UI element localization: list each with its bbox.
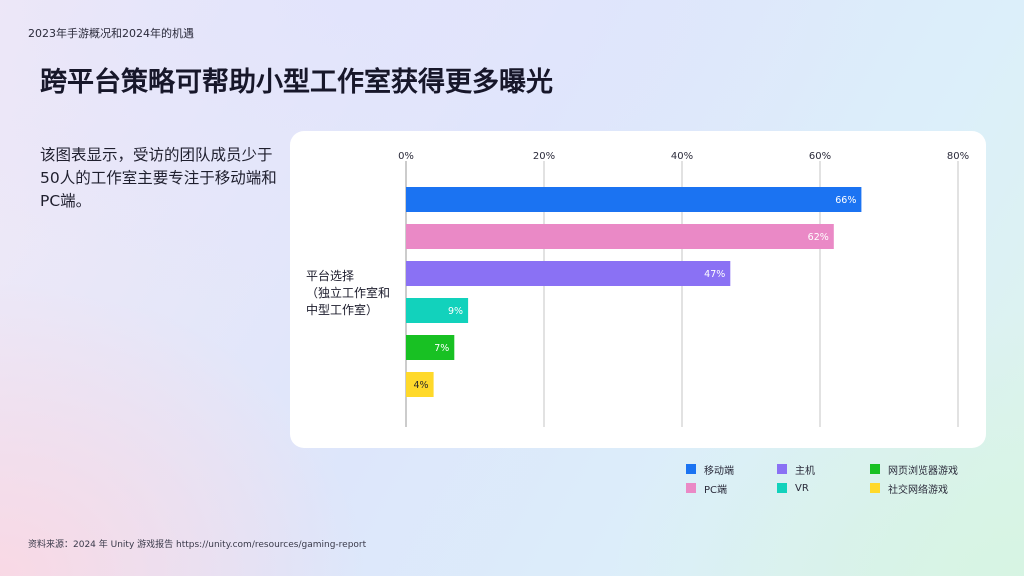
legend-label: 移动端 bbox=[704, 465, 734, 477]
legend-swatch bbox=[686, 483, 696, 493]
legend-item: 社交网络游戏 bbox=[870, 481, 948, 496]
bar-value-label: 7% bbox=[434, 343, 449, 354]
category-label: 平台选择 （独立工作室和 中型工作室） bbox=[306, 268, 390, 319]
legend-label: 主机 bbox=[795, 465, 815, 477]
legend-swatch bbox=[686, 464, 696, 474]
page-title: 跨平台策略可帮助小型工作室获得更多曝光 bbox=[40, 67, 553, 98]
bar-value-label: 66% bbox=[835, 195, 856, 206]
bar bbox=[406, 224, 834, 249]
x-tick-label: 60% bbox=[809, 151, 831, 162]
legend-item: 移动端 bbox=[686, 462, 734, 477]
legend-swatch bbox=[870, 483, 880, 493]
chart-legend: 移动端 主机 网页浏览器游戏 PC端 VR 社交网络游戏 bbox=[686, 462, 986, 498]
legend-swatch bbox=[777, 464, 787, 474]
legend-label: VR bbox=[795, 482, 809, 494]
legend-label: 网页浏览器游戏 bbox=[888, 465, 958, 477]
bar-value-label: 47% bbox=[704, 269, 725, 280]
x-tick-label: 0% bbox=[398, 151, 414, 162]
legend-label: 社交网络游戏 bbox=[888, 484, 948, 496]
chart-card: 0% 20% 40% 60% 80% 66% 62% 47% 9% 7% 4% 平台选择 （独立工作… bbox=[290, 131, 986, 448]
legend-swatch bbox=[870, 464, 880, 474]
legend-item: 网页浏览器游戏 bbox=[870, 462, 958, 477]
bar bbox=[406, 261, 731, 286]
x-tick-label: 40% bbox=[671, 151, 693, 162]
legend-label: PC端 bbox=[704, 484, 728, 496]
bar-value-label: 9% bbox=[448, 306, 463, 317]
bar bbox=[406, 298, 469, 323]
bar-value-label: 62% bbox=[808, 232, 829, 243]
bar bbox=[406, 187, 862, 212]
chart-description: 该图表显示，受访的团队成员少于50人的工作室主要专注于移动端和PC端。 bbox=[40, 146, 277, 210]
legend-swatch bbox=[777, 483, 787, 493]
legend-item: 主机 bbox=[777, 462, 815, 477]
category-label-line: （独立工作室和 bbox=[306, 286, 391, 300]
bar bbox=[406, 372, 434, 397]
category-label-line: 平台选择 bbox=[306, 269, 355, 283]
legend-item: VR bbox=[777, 481, 809, 495]
bar bbox=[406, 335, 455, 360]
source-note: 资料来源：2024 年 Unity 游戏报告 https://unity.com… bbox=[28, 540, 367, 550]
bar-chart: 0% 20% 40% 60% 80% 66% 62% 47% 9% 7% 4% bbox=[398, 151, 969, 427]
bar-value-label: 4% bbox=[414, 380, 429, 391]
x-tick-label: 20% bbox=[533, 151, 555, 162]
x-tick-label: 80% bbox=[947, 151, 969, 162]
legend-item: PC端 bbox=[686, 481, 728, 496]
category-label-line: 中型工作室） bbox=[306, 303, 379, 317]
report-title: 2023年手游概况和2024年的机遇 bbox=[28, 27, 194, 40]
